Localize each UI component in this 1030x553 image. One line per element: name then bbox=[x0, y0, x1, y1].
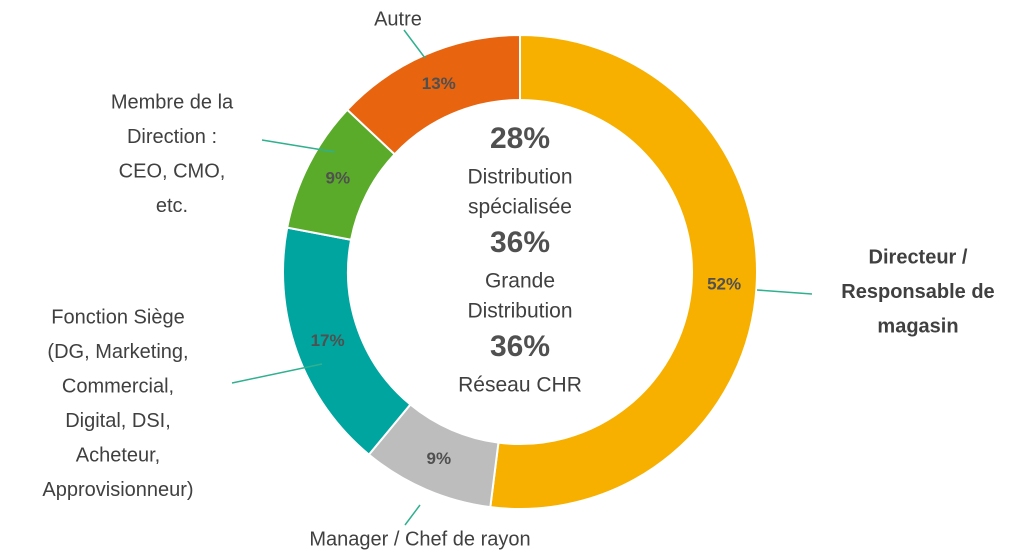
value-label: 9% bbox=[326, 169, 351, 188]
category-label: (DG, Marketing, bbox=[47, 341, 188, 363]
donut-segment bbox=[345, 33, 521, 156]
donut-segment bbox=[489, 33, 758, 510]
leader-line bbox=[261, 139, 336, 153]
center-percent: 36% bbox=[490, 330, 550, 363]
leader-line bbox=[403, 29, 426, 59]
category-label: Direction : bbox=[127, 126, 217, 148]
center-caption: Distribution bbox=[467, 166, 572, 189]
category-label: Membre de la bbox=[111, 91, 234, 113]
category-label: Fonction Siège bbox=[51, 306, 184, 328]
value-label: 13% bbox=[422, 74, 456, 93]
category-label: CEO, CMO, bbox=[119, 160, 226, 182]
center-percent: 36% bbox=[490, 226, 550, 259]
donut-segment bbox=[282, 226, 412, 457]
category-label: Approvisionneur) bbox=[42, 479, 193, 501]
category-label: Acheteur, bbox=[76, 444, 161, 466]
leader-line bbox=[404, 504, 421, 526]
center-caption: Réseau CHR bbox=[458, 374, 582, 397]
category-label: magasin bbox=[877, 315, 958, 337]
value-label: 52% bbox=[707, 274, 741, 293]
category-label: Directeur / bbox=[869, 246, 968, 268]
category-label: Manager / Chef de rayon bbox=[309, 528, 530, 550]
center-caption: spécialisée bbox=[468, 196, 572, 219]
category-label: etc. bbox=[156, 195, 188, 217]
category-label: Digital, DSI, bbox=[65, 410, 171, 432]
center-caption: Grande bbox=[485, 270, 555, 293]
leader-line bbox=[756, 289, 813, 295]
center-percent: 28% bbox=[490, 122, 550, 155]
value-label: 9% bbox=[426, 449, 451, 468]
category-label: Commercial, bbox=[62, 375, 174, 397]
center-caption: Distribution bbox=[467, 300, 572, 323]
category-label: Responsable de bbox=[841, 281, 994, 303]
leader-line bbox=[231, 363, 323, 384]
value-label: 17% bbox=[311, 331, 345, 350]
category-label: Autre bbox=[374, 8, 422, 30]
